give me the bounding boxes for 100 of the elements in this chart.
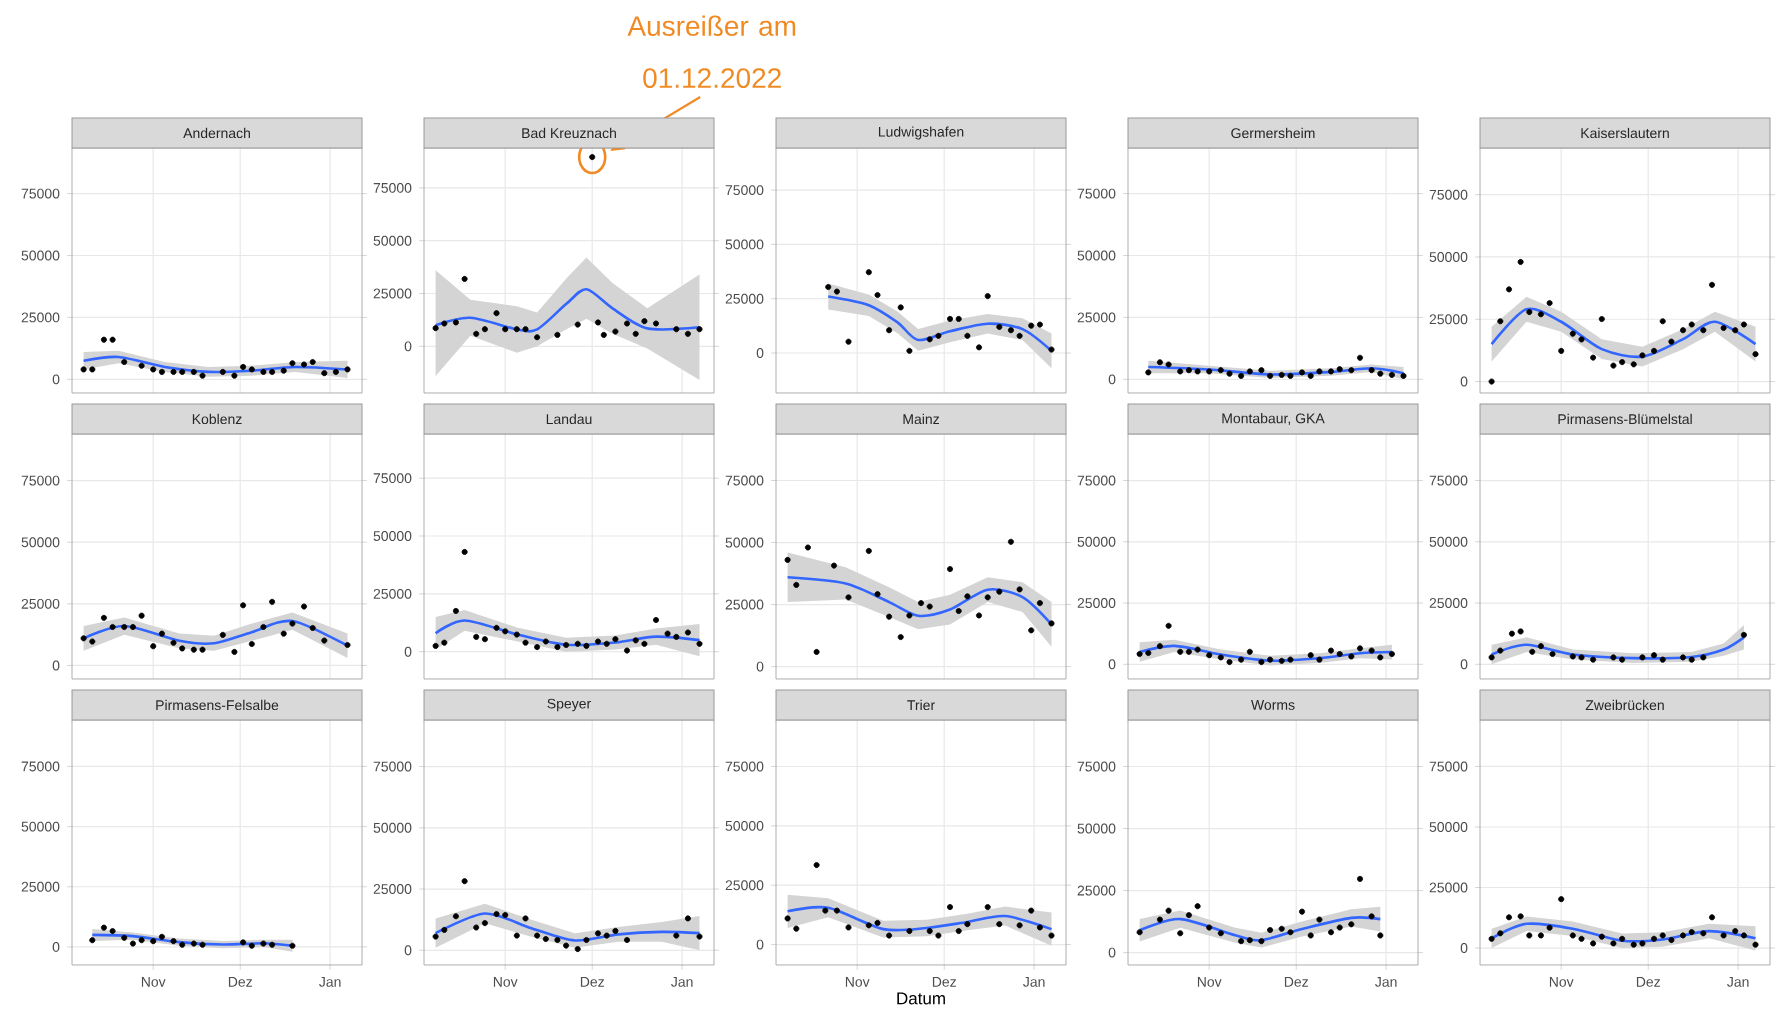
y-tick-label: 0 bbox=[52, 660, 60, 671]
x-tick-label: Nov bbox=[845, 977, 870, 987]
x-axis-title: Datum bbox=[897, 992, 945, 1005]
x-tick-label: Jan bbox=[1023, 977, 1045, 987]
point bbox=[1007, 538, 1014, 545]
y-tick-label: 0 bbox=[1460, 659, 1468, 670]
point bbox=[1740, 631, 1747, 638]
point bbox=[231, 372, 238, 379]
point bbox=[432, 325, 439, 332]
point bbox=[1537, 932, 1544, 939]
point bbox=[1036, 924, 1043, 931]
point bbox=[984, 594, 991, 601]
point bbox=[612, 328, 619, 335]
point bbox=[332, 368, 339, 375]
point bbox=[129, 623, 136, 630]
point bbox=[1526, 932, 1533, 939]
point bbox=[563, 641, 570, 648]
point bbox=[1497, 930, 1504, 937]
y-tick-label: 25000 bbox=[1429, 882, 1468, 893]
y-tick-label: 25000 bbox=[725, 880, 764, 891]
point bbox=[1258, 659, 1265, 666]
point bbox=[199, 646, 206, 653]
y-tick-label: 25000 bbox=[373, 884, 412, 894]
point bbox=[1246, 937, 1253, 944]
point bbox=[150, 643, 157, 650]
point bbox=[1336, 650, 1343, 657]
y-tick-label: 25000 bbox=[373, 588, 412, 599]
point bbox=[109, 623, 116, 630]
point bbox=[632, 330, 639, 337]
chart-title: Ludwigshafen bbox=[878, 126, 964, 140]
point bbox=[1659, 656, 1666, 663]
y-tick-label: 0 bbox=[404, 646, 412, 657]
annotation: Ausreißer am 01.12.2022 bbox=[627, 15, 796, 89]
point bbox=[1316, 656, 1323, 663]
point bbox=[1488, 935, 1495, 942]
point bbox=[190, 646, 197, 653]
point bbox=[641, 640, 648, 647]
point bbox=[1752, 941, 1759, 948]
point bbox=[1680, 327, 1687, 334]
y-tick-label: 75000 bbox=[21, 761, 60, 772]
point bbox=[473, 924, 480, 931]
point bbox=[461, 878, 468, 885]
point bbox=[260, 368, 267, 375]
point bbox=[109, 336, 116, 343]
point bbox=[121, 623, 128, 630]
y-tick-label: 75000 bbox=[725, 475, 764, 486]
y-tick-label: 50000 bbox=[725, 820, 764, 831]
y-tick-label: 25000 bbox=[373, 288, 412, 299]
point bbox=[473, 330, 480, 337]
point bbox=[1238, 938, 1245, 945]
point bbox=[1377, 932, 1384, 939]
point bbox=[138, 362, 145, 369]
point bbox=[1598, 933, 1605, 940]
point bbox=[150, 366, 157, 373]
point bbox=[1036, 321, 1043, 328]
point bbox=[947, 904, 954, 911]
point bbox=[170, 639, 177, 646]
y-tick-label: 50000 bbox=[373, 235, 412, 246]
point bbox=[321, 637, 328, 644]
point bbox=[554, 644, 561, 651]
point bbox=[696, 326, 703, 333]
y-tick-label: 0 bbox=[756, 661, 764, 672]
point bbox=[996, 588, 1003, 595]
point bbox=[1506, 286, 1513, 293]
point bbox=[219, 368, 226, 375]
point bbox=[309, 359, 316, 366]
chart-title: Montabaur, GKA bbox=[1222, 413, 1325, 425]
point bbox=[1740, 932, 1747, 939]
point bbox=[1156, 916, 1163, 923]
line-series bbox=[434, 619, 701, 647]
point bbox=[897, 634, 904, 641]
chart-title: Andernach bbox=[183, 127, 250, 139]
y-tick-label: 75000 bbox=[1077, 761, 1116, 772]
point bbox=[926, 603, 933, 610]
point bbox=[441, 926, 448, 933]
point bbox=[522, 915, 529, 922]
y-tick-label: 25000 bbox=[725, 599, 764, 610]
point bbox=[452, 607, 459, 614]
point bbox=[583, 642, 590, 649]
point bbox=[886, 327, 893, 334]
point bbox=[1028, 322, 1035, 329]
point bbox=[452, 913, 459, 920]
point bbox=[1336, 924, 1343, 931]
point bbox=[1278, 657, 1285, 664]
point bbox=[1651, 652, 1658, 659]
y-tick-label: 50000 bbox=[1077, 823, 1116, 834]
x-tick-label: Nov bbox=[141, 977, 166, 987]
y-tick-label: 75000 bbox=[1077, 188, 1116, 199]
point bbox=[1048, 346, 1055, 353]
point bbox=[624, 320, 631, 327]
point bbox=[248, 641, 255, 647]
point bbox=[493, 624, 500, 631]
point bbox=[964, 593, 971, 600]
point bbox=[918, 600, 925, 607]
point bbox=[1720, 932, 1727, 939]
y-tick-label: 75000 bbox=[1077, 475, 1116, 486]
point bbox=[129, 940, 136, 947]
point bbox=[121, 934, 128, 941]
y-tick-label: 0 bbox=[52, 941, 60, 952]
point bbox=[199, 372, 206, 379]
